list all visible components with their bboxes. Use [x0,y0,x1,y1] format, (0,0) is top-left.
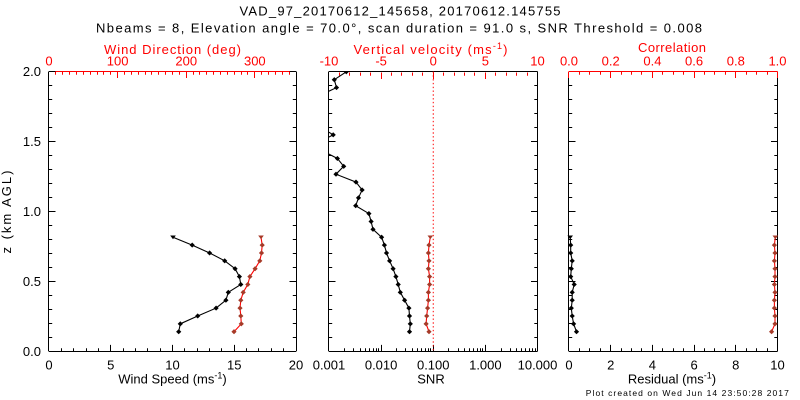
svg-text:0: 0 [45,54,52,69]
svg-text:0.2: 0.2 [602,54,620,69]
svg-text:VAD_97_20170612_145658, 201706: VAD_97_20170612_145658, 20170612.145755 [240,4,561,19]
svg-text:5: 5 [107,358,114,373]
svg-text:10: 10 [165,358,179,373]
svg-text:1.000: 1.000 [469,358,502,373]
svg-text:SNR: SNR [417,372,444,387]
svg-text:-5: -5 [375,54,387,69]
svg-text:-10: -10 [320,54,339,69]
svg-text:15: 15 [227,358,241,373]
svg-text:0.6: 0.6 [685,54,703,69]
svg-text:0.010: 0.010 [365,358,398,373]
svg-text:20: 20 [289,358,303,373]
svg-text:100: 100 [107,54,129,69]
svg-text:0.001: 0.001 [313,358,346,373]
svg-text:Plot created on Wed Jun 14 23:: Plot created on Wed Jun 14 23:50:28 2017 [586,388,789,398]
svg-text:200: 200 [175,54,197,69]
svg-text:6: 6 [690,358,697,373]
svg-text:Correlation: Correlation [638,40,706,55]
svg-text:z (km AGL): z (km AGL) [0,171,14,254]
svg-text:Nbeams = 8, Elevation angle =: Nbeams = 8, Elevation angle = 70.0°, sca… [96,21,702,36]
svg-text:1.0: 1.0 [768,54,786,69]
svg-text:0.100: 0.100 [417,358,450,373]
svg-text:5: 5 [482,54,489,69]
svg-text:10: 10 [770,358,784,373]
svg-text:1.0: 1.0 [23,204,41,219]
svg-text:10.000: 10.000 [518,358,558,373]
svg-text:300: 300 [244,54,266,69]
svg-text:0: 0 [565,358,572,373]
svg-text:0: 0 [45,358,52,373]
svg-text:4: 4 [649,358,656,373]
svg-text:8: 8 [732,358,739,373]
svg-text:0.0: 0.0 [23,344,41,359]
svg-text:0.8: 0.8 [727,54,745,69]
svg-text:Residual (ms-1): Residual (ms-1) [628,371,716,387]
svg-text:0.5: 0.5 [23,274,41,289]
svg-text:Wind Speed (ms-1): Wind Speed (ms-1) [118,371,226,387]
svg-text:2: 2 [607,358,614,373]
svg-text:Wind Direction (deg): Wind Direction (deg) [104,42,241,57]
svg-text:0.0: 0.0 [560,54,578,69]
svg-text:10: 10 [530,54,544,69]
svg-text:1.5: 1.5 [23,134,41,149]
svg-text:Vertical velocity (ms-1): Vertical velocity (ms-1) [354,41,508,57]
svg-text:0: 0 [430,54,437,69]
svg-text:0.4: 0.4 [643,54,661,69]
svg-text:2.0: 2.0 [23,64,41,79]
